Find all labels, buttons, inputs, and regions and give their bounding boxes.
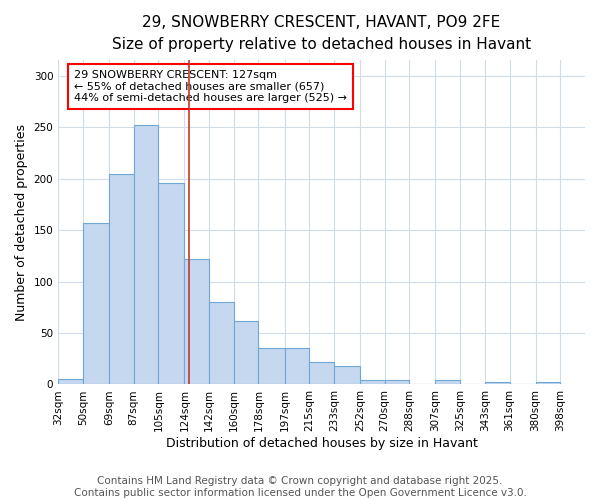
Bar: [109, 174, 134, 384]
Bar: [184, 259, 209, 384]
Bar: [284, 348, 309, 384]
Bar: [436, 380, 460, 384]
Bar: [158, 183, 184, 384]
Y-axis label: Number of detached properties: Number of detached properties: [15, 124, 28, 321]
Bar: [58, 380, 83, 384]
Bar: [309, 362, 334, 384]
Bar: [259, 348, 284, 384]
Bar: [83, 223, 109, 384]
Bar: [536, 382, 560, 384]
Bar: [209, 302, 234, 384]
Bar: [385, 380, 409, 384]
Text: 29 SNOWBERRY CRESCENT: 127sqm
← 55% of detached houses are smaller (657)
44% of : 29 SNOWBERRY CRESCENT: 127sqm ← 55% of d…: [74, 70, 347, 103]
Text: Contains HM Land Registry data © Crown copyright and database right 2025.
Contai: Contains HM Land Registry data © Crown c…: [74, 476, 526, 498]
Bar: [234, 320, 259, 384]
Bar: [485, 382, 509, 384]
X-axis label: Distribution of detached houses by size in Havant: Distribution of detached houses by size …: [166, 437, 478, 450]
Title: 29, SNOWBERRY CRESCENT, HAVANT, PO9 2FE
Size of property relative to detached ho: 29, SNOWBERRY CRESCENT, HAVANT, PO9 2FE …: [112, 15, 531, 52]
Bar: [360, 380, 385, 384]
Bar: [134, 125, 158, 384]
Bar: [334, 366, 360, 384]
